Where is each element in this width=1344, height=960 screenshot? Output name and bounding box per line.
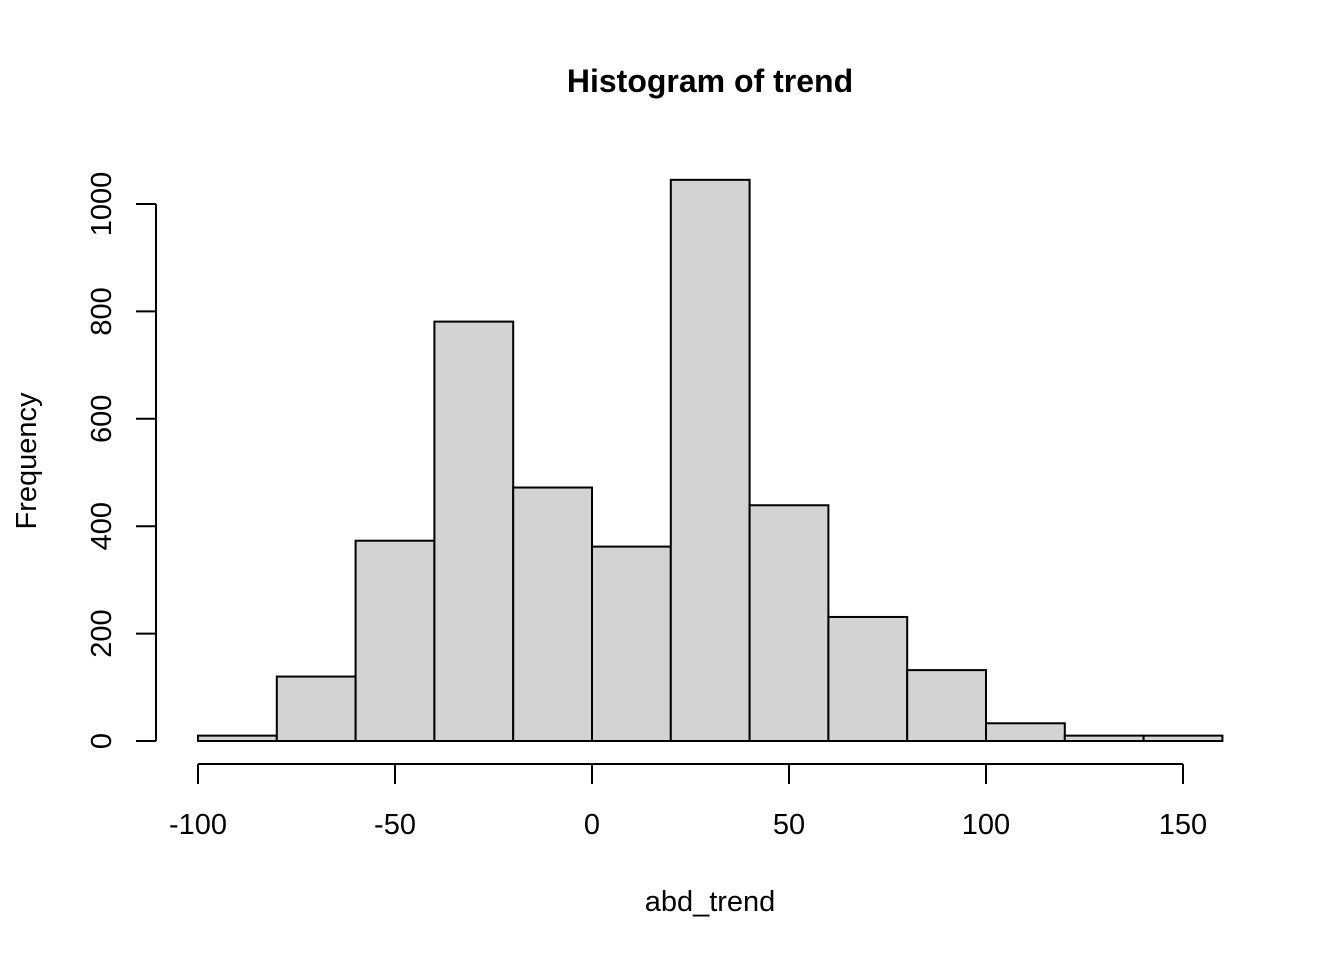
y-axis: 0 200 400 600 800 1000 [86, 172, 157, 749]
histogram-bar [1063, 734, 1145, 743]
histogram-bar [985, 722, 1066, 742]
histogram-bar [591, 545, 672, 743]
x-axis: -100 -50 0 50 100 150 [169, 763, 1207, 841]
y-tick-label: 400 [86, 502, 118, 550]
y-tick-label: 200 [86, 609, 118, 657]
histogram-bar [433, 320, 515, 742]
histogram-bar [197, 734, 278, 743]
y-tick-label: 600 [86, 395, 118, 443]
histogram-bar [354, 539, 436, 742]
x-tick-label: -50 [374, 809, 416, 841]
histogram-bars [197, 178, 1224, 743]
x-tick-label: 50 [773, 809, 805, 841]
y-tick-label: 1000 [86, 172, 118, 237]
histogram-bar [748, 504, 830, 742]
y-axis-label: Frequency [11, 392, 43, 530]
histogram-bar [1142, 734, 1224, 743]
histogram-bar [906, 669, 988, 743]
histogram-bar [827, 615, 909, 742]
histogram-bar [275, 675, 357, 742]
x-axis-label: abd_trend [645, 886, 776, 918]
histogram-bar [669, 178, 751, 742]
x-tick-label: 150 [1159, 809, 1207, 841]
x-tick-label: 0 [584, 809, 600, 841]
x-tick-label: 100 [962, 809, 1010, 841]
histogram-bar [512, 486, 594, 743]
chart-title: Histogram of trend [567, 63, 853, 99]
y-tick-label: 800 [86, 287, 118, 335]
x-tick-label: -100 [169, 809, 227, 841]
y-tick-label: 0 [86, 733, 118, 749]
